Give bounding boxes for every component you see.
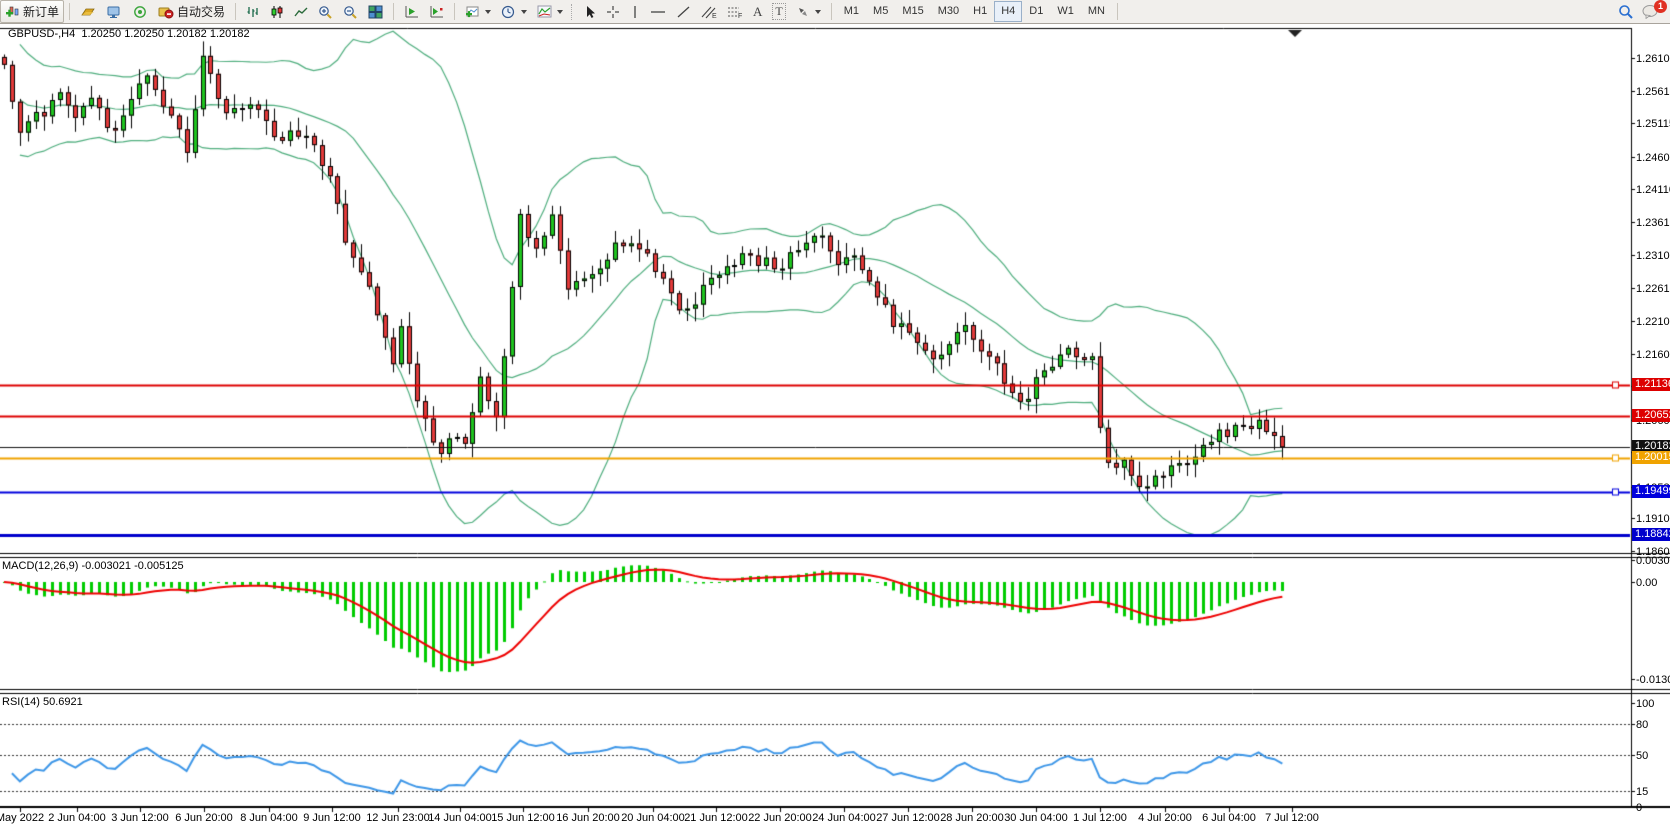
tile-windows-icon: [368, 5, 383, 19]
signals-button[interactable]: [127, 0, 153, 23]
channel-icon: E: [701, 5, 717, 19]
navigator-button[interactable]: [101, 0, 127, 23]
text-tool-button[interactable]: A: [748, 0, 767, 23]
toolbar-separator: [393, 3, 395, 20]
trendline-icon: [676, 5, 691, 19]
chart-shift-button[interactable]: [424, 0, 449, 23]
zoom-out-button[interactable]: [338, 0, 363, 23]
text-label-tool-button[interactable]: T: [767, 0, 790, 23]
fibonacci-icon: F: [727, 5, 743, 19]
cursor-icon: [583, 5, 596, 19]
crosshair-icon: [606, 5, 620, 19]
fibonacci-tool-button[interactable]: F: [722, 0, 748, 23]
toolbar-separator: [830, 3, 832, 20]
auto-trading-button[interactable]: 自动交易: [153, 0, 230, 23]
market-watch-icon: [80, 5, 96, 19]
auto-scroll-button[interactable]: [399, 0, 424, 23]
signals-icon: [132, 5, 148, 19]
autotrade-icon: [158, 5, 174, 19]
arrows-tool-button[interactable]: [791, 0, 826, 23]
tf-m15-button[interactable]: M15: [902, 5, 924, 17]
periods-clock-icon: [501, 5, 516, 19]
tf-h1-button[interactable]: H1: [973, 5, 988, 17]
auto-trading-label: 自动交易: [177, 5, 226, 19]
line-chart-button[interactable]: [289, 0, 313, 23]
periods-button[interactable]: [496, 0, 532, 23]
new-order-button[interactable]: 新订单: [0, 0, 65, 23]
channel-letter: E: [712, 13, 717, 19]
toolbar-separator: [454, 3, 456, 20]
notification-badge: 1: [1654, 0, 1667, 13]
tf-d1-button[interactable]: D1: [1029, 5, 1044, 17]
line-chart-icon: [294, 5, 308, 19]
price-chart-canvas[interactable]: [0, 24, 1670, 829]
toolbar-separator: [1116, 3, 1118, 20]
main-toolbar: 新订单 自动交易: [0, 0, 1670, 24]
vertical-line-icon: [630, 5, 640, 19]
tf-w1-button[interactable]: W1: [1057, 5, 1074, 17]
indicators-icon: [537, 5, 552, 19]
dropdown-caret: [557, 9, 564, 14]
candlestick-chart-button[interactable]: [265, 0, 289, 23]
text-icon: A: [753, 3, 763, 19]
trendline-tool-button[interactable]: [671, 0, 696, 23]
tf-m30-button[interactable]: M30: [937, 5, 960, 17]
search-icon[interactable]: [1618, 4, 1634, 19]
dropdown-caret: [814, 9, 821, 14]
zoom-out-icon: [343, 5, 358, 19]
zoom-in-icon: [318, 5, 333, 19]
navigator-icon: [106, 5, 122, 19]
new-chart-button[interactable]: [460, 0, 496, 23]
fibo-letter: F: [738, 13, 742, 19]
horizontal-line-tool-button[interactable]: [645, 0, 671, 23]
tile-windows-button[interactable]: [363, 0, 388, 23]
chart-window: GBPUSD-,H4 1.20250 1.20250 1.20182 1.201…: [0, 24, 1670, 829]
indicators-button[interactable]: [532, 0, 568, 23]
cursor-tool-button[interactable]: [578, 0, 601, 23]
crosshair-tool-button[interactable]: [601, 0, 625, 23]
tf-h4-button[interactable]: H4: [994, 1, 1023, 22]
new-order-label: 新订单: [23, 5, 60, 19]
tf-mn-button[interactable]: MN: [1087, 5, 1105, 17]
chart-shift-icon: [429, 5, 444, 19]
market-watch-button[interactable]: [75, 0, 101, 23]
notifications-button[interactable]: 1: [1642, 0, 1667, 19]
bar-chart-button[interactable]: [241, 0, 265, 23]
text-label-icon: T: [772, 3, 786, 20]
dropdown-caret: [521, 9, 528, 14]
new-order-icon: [5, 5, 20, 19]
horizontal-line-icon: [650, 5, 666, 19]
auto-scroll-icon: [404, 5, 419, 19]
toolbar-separator: [235, 3, 237, 20]
channel-tool-button[interactable]: E: [696, 0, 722, 23]
toolbar-grip: [571, 3, 575, 20]
tf-m5-button[interactable]: M5: [873, 5, 889, 17]
new-chart-icon: [465, 5, 480, 19]
toolbar-separator: [69, 3, 71, 20]
candlestick-icon: [270, 5, 284, 19]
tf-m1-button[interactable]: M1: [843, 5, 860, 17]
dropdown-caret: [485, 9, 492, 14]
zoom-in-button[interactable]: [313, 0, 338, 23]
bar-chart-icon: [246, 5, 260, 19]
arrows-icon: [796, 5, 810, 19]
vertical-line-tool-button[interactable]: [625, 0, 645, 23]
